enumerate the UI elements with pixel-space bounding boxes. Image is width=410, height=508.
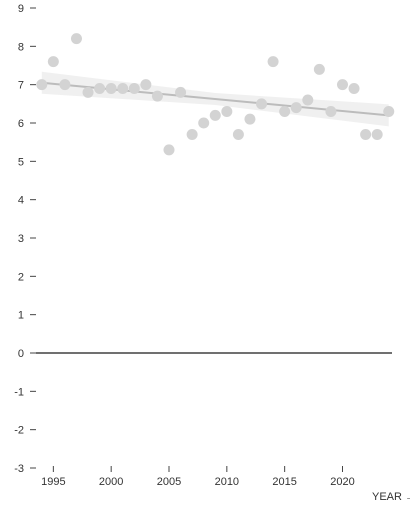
y-tick-label: 2 [18,271,24,283]
y-tick-label: 4 [18,195,24,207]
data-point [360,129,372,140]
data-point [105,83,117,94]
x-tick-label: 2005 [157,476,181,488]
data-point [256,98,268,110]
y-tick-label: 6 [18,118,24,130]
x-tick-label: 2015 [272,476,296,488]
data-point [94,83,106,94]
data-point [302,94,314,106]
data-point [82,86,94,98]
data-point [279,106,291,117]
y-tick-label: 3 [18,233,24,245]
y-tick-label: 5 [18,156,24,168]
x-tick-label: 2000 [99,476,123,488]
y-tick-label: 9 [18,3,24,15]
data-point [140,79,152,91]
data-point [371,129,383,140]
x-tick-label: 2010 [215,476,239,488]
data-point [151,90,163,102]
y-tick-label: -2 [14,425,24,437]
data-point [325,106,337,117]
data-point [383,106,395,117]
x-tick-label: 2020 [330,476,354,488]
x-tick-label: 1995 [41,476,65,488]
data-point [36,79,48,91]
y-tick-label: 0 [18,348,24,360]
data-point [117,83,129,94]
data-point [244,113,256,125]
data-point [313,63,325,75]
y-tick-label: 8 [18,41,24,53]
y-axis: 9 8 7 6 5 4 3 2 1 0 -1 -2 -3 [14,3,36,475]
data-point [128,83,140,94]
y-tick-label: 7 [18,80,24,92]
data-point [336,79,348,91]
data-point [175,86,187,98]
data-point [70,33,82,45]
data-point [290,102,302,114]
data-point [267,56,279,68]
x-axis: 1995 2000 2005 2010 2015 2020 [41,466,355,488]
data-point [348,83,360,94]
data-point [186,129,198,140]
data-point [59,79,71,91]
data-point [221,106,233,117]
data-points-layer [36,33,395,156]
x-axis-label: YEAR → [372,491,410,503]
y-tick-label: 1 [18,310,24,322]
data-point [198,117,210,129]
data-point [209,109,221,121]
data-point [47,56,59,68]
y-tick-label: -3 [14,463,24,475]
data-point [232,129,244,140]
y-tick-label: -1 [14,386,24,398]
data-point [163,144,175,156]
